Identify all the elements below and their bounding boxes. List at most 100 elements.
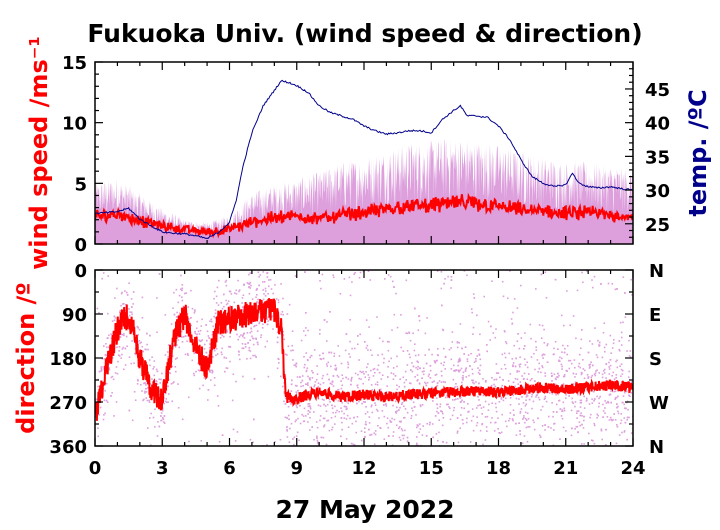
direction-point <box>116 372 119 375</box>
direction-point <box>321 398 324 401</box>
direction-point <box>629 395 631 398</box>
direction-point <box>620 363 623 365</box>
direction-point <box>620 375 622 377</box>
direction-point <box>235 293 238 295</box>
direction-point <box>601 438 603 441</box>
direction-point <box>603 370 605 372</box>
direction-point <box>515 397 518 400</box>
direction-point <box>156 383 159 385</box>
direction-point <box>264 345 267 348</box>
direction-point <box>212 370 214 373</box>
direction-point <box>630 278 632 281</box>
direction-point <box>286 426 288 428</box>
direction-point <box>533 421 535 424</box>
direction-point <box>262 281 264 283</box>
direction-point <box>131 306 133 308</box>
direction-point <box>460 407 463 409</box>
direction-point <box>577 431 579 433</box>
direction-point <box>178 346 181 349</box>
direction-point <box>262 289 264 291</box>
direction-point <box>522 418 524 420</box>
direction-point <box>396 355 398 358</box>
direction-point <box>95 398 97 401</box>
direction-point <box>316 435 318 438</box>
direction-point <box>475 358 477 360</box>
direction-point <box>113 319 116 322</box>
direction-point <box>444 381 446 384</box>
direction-point <box>512 311 514 314</box>
direction-point <box>621 431 623 434</box>
direction-point <box>535 391 538 393</box>
direction-point <box>194 309 196 311</box>
direction-point <box>530 356 533 358</box>
direction-point <box>295 391 298 393</box>
direction-point <box>511 418 514 420</box>
direction-point <box>193 372 195 375</box>
direction-point <box>238 289 241 291</box>
direction-point <box>436 359 438 362</box>
direction-point <box>286 354 288 356</box>
direction-point <box>553 373 556 376</box>
direction-point <box>523 415 525 417</box>
direction-point <box>208 346 211 349</box>
direction-point <box>237 279 239 282</box>
direction-point <box>224 281 227 283</box>
direction-point <box>153 366 155 368</box>
direction-point <box>327 361 330 364</box>
direction-point <box>392 435 394 437</box>
direction-point <box>456 417 459 419</box>
direction-point <box>626 416 629 419</box>
direction-point <box>400 428 403 430</box>
direction-point <box>327 419 330 422</box>
direction-point <box>471 368 474 371</box>
direction-point <box>593 399 595 402</box>
direction-point <box>516 307 519 309</box>
direction-point <box>305 415 307 417</box>
direction-point <box>441 424 444 427</box>
direction-point <box>472 333 474 335</box>
direction-point <box>570 434 573 437</box>
direction-point <box>238 351 240 353</box>
direction-point <box>523 435 526 437</box>
direction-point <box>345 400 348 403</box>
direction-point <box>572 315 575 317</box>
direction-point <box>413 349 416 352</box>
direction-point <box>149 364 151 367</box>
direction-point <box>156 370 159 373</box>
direction-point <box>177 383 179 385</box>
direction-point <box>534 380 536 382</box>
direction-point <box>103 368 105 370</box>
direction-point <box>412 332 414 335</box>
direction-point <box>516 370 519 372</box>
direction-point <box>578 353 581 356</box>
temp-tick-label: 40 <box>645 114 670 135</box>
direction-point <box>424 381 426 384</box>
direction-point <box>418 397 420 399</box>
direction-point <box>482 406 485 408</box>
direction-point <box>589 363 592 366</box>
direction-point <box>628 416 630 419</box>
direction-point <box>251 335 253 338</box>
direction-point <box>490 384 493 387</box>
direction-point <box>253 325 255 328</box>
direction-point <box>535 340 537 343</box>
direction-point <box>580 399 583 402</box>
direction-point <box>341 401 343 404</box>
direction-point <box>116 287 118 290</box>
direction-point <box>266 272 269 274</box>
direction-point <box>260 336 262 339</box>
direction-point <box>331 393 334 396</box>
direction-point <box>471 311 473 314</box>
direction-point <box>236 333 238 336</box>
direction-point <box>442 381 445 383</box>
direction-point <box>137 334 139 336</box>
direction-point <box>452 409 455 412</box>
direction-point <box>511 358 514 360</box>
direction-point <box>598 372 600 374</box>
direction-point <box>290 383 293 386</box>
direction-point <box>100 370 103 372</box>
direction-point <box>450 368 453 370</box>
direction-point <box>505 342 508 345</box>
direction-point <box>524 417 527 420</box>
direction-point <box>494 421 496 424</box>
